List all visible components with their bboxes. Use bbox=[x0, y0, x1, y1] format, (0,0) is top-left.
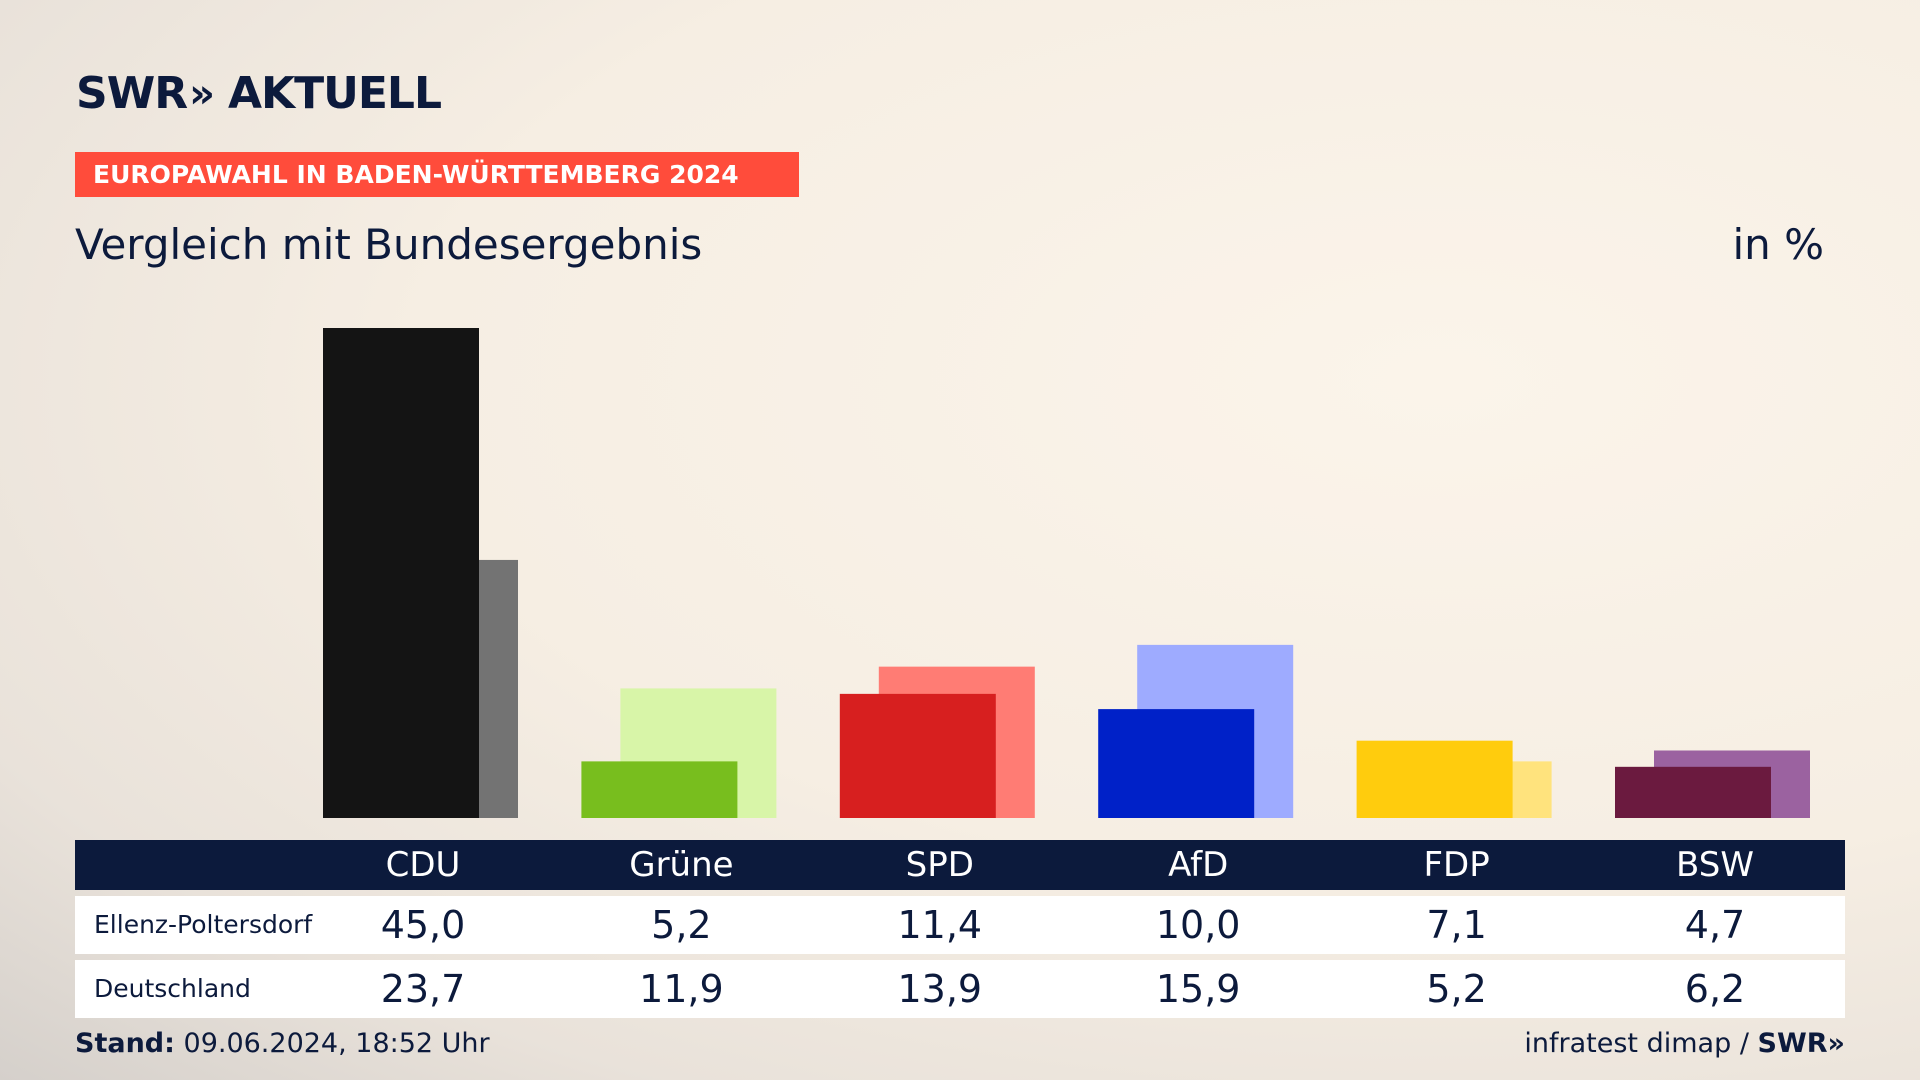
bar-ellenz-poltersdorf-cdu bbox=[323, 328, 479, 818]
logo-chevron-icon: » bbox=[189, 70, 215, 117]
stand-label: Stand: bbox=[75, 1028, 175, 1059]
bar-ellenz-poltersdorf-fdp bbox=[1356, 740, 1513, 818]
source-credit: infratest dimap / SWR» bbox=[1524, 1028, 1845, 1059]
chart-subtitle: Vergleich mit Bundesergebnis bbox=[75, 220, 703, 269]
table-row: Deutschland 23,7 11,9 13,9 15,9 5,2 6,2 bbox=[75, 960, 1845, 1018]
value-cell-afd: 10,0 bbox=[1155, 903, 1241, 947]
column-header-gruene: Grüne bbox=[629, 845, 734, 885]
column-header-bsw: BSW bbox=[1676, 845, 1754, 885]
bar-ellenz-poltersdorf-spd bbox=[839, 693, 996, 818]
value-cell-cdu: 45,0 bbox=[380, 903, 466, 947]
column-header-afd: AfD bbox=[1168, 845, 1229, 885]
stand-value: 09.06.2024, 18:52 Uhr bbox=[183, 1028, 490, 1059]
value-cell-cdu: 23,7 bbox=[380, 967, 466, 1011]
swr-aktuell-logo: SWR » AKTUELL bbox=[76, 68, 442, 119]
value-cell-fdp: 7,1 bbox=[1426, 903, 1487, 947]
logo-swr-text: SWR bbox=[76, 68, 188, 119]
bar-ellenz-poltersdorf-gruene bbox=[581, 761, 738, 818]
source-name: infratest dimap bbox=[1524, 1028, 1732, 1059]
row-label: Ellenz-Poltersdorf bbox=[94, 910, 313, 939]
value-cell-fdp: 5,2 bbox=[1426, 967, 1487, 1011]
swr-chevron-icon: » bbox=[1827, 1028, 1845, 1059]
column-header-cdu: CDU bbox=[385, 845, 461, 885]
column-header-fdp: FDP bbox=[1423, 845, 1490, 885]
section-label: EUROPAWAHL IN BADEN-WÜRTTEMBERG 2024 bbox=[75, 152, 799, 197]
bar-ellenz-poltersdorf-afd bbox=[1098, 709, 1255, 818]
table-header-row: CDU Grüne SPD AfD FDP BSW bbox=[75, 840, 1845, 890]
column-header-spd: SPD bbox=[905, 845, 974, 885]
value-cell-gruene: 11,9 bbox=[639, 967, 724, 1011]
logo-aktuell-text: AKTUELL bbox=[227, 68, 442, 119]
row-label: Deutschland bbox=[94, 974, 251, 1003]
bar-ellenz-poltersdorf-bsw bbox=[1615, 766, 1771, 818]
swr-brand: SWR bbox=[1757, 1028, 1828, 1059]
value-cell-spd: 13,9 bbox=[897, 967, 983, 1011]
unit-label: in % bbox=[1732, 220, 1824, 269]
value-cell-afd: 15,9 bbox=[1155, 967, 1241, 1011]
timestamp: Stand: 09.06.2024, 18:52 Uhr bbox=[75, 1028, 490, 1059]
results-table: CDU Grüne SPD AfD FDP BSW Ellenz-Poltersdorf … bbox=[75, 840, 1845, 1018]
value-cell-gruene: 5,2 bbox=[651, 903, 712, 947]
value-cell-bsw: 4,7 bbox=[1684, 903, 1746, 947]
value-cell-spd: 11,4 bbox=[897, 903, 983, 947]
source-separator: / bbox=[1739, 1028, 1749, 1059]
table-row: Ellenz-Poltersdorf 45,0 5,2 11,4 10,0 7,1 4,7 bbox=[75, 896, 1845, 954]
value-cell-bsw: 6,2 bbox=[1684, 967, 1746, 1011]
